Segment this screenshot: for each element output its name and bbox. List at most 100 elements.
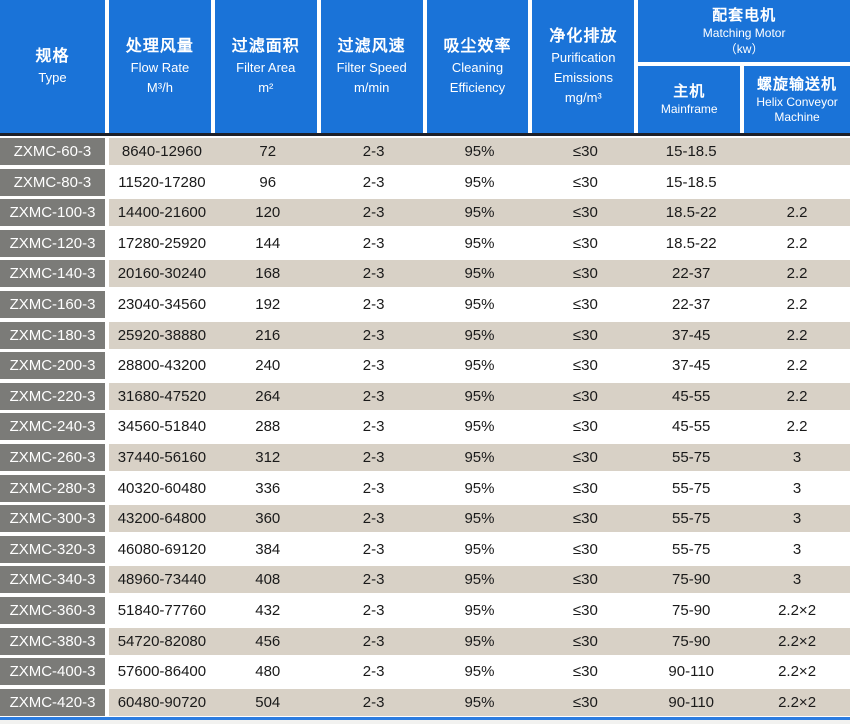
- table-row: ZXMC-120-3 17280-25920 144 2-3 95% ≤30 18.5-22…: [0, 229, 850, 257]
- row-type-cell: ZXMC-140-3: [0, 260, 105, 288]
- data-cell: 95%: [464, 632, 495, 650]
- data-cell: 456: [255, 632, 281, 650]
- header-mainframe-en: Mainframe: [660, 102, 718, 116]
- data-cell: 2.2×2: [778, 632, 817, 650]
- data-cell: [744, 138, 850, 165]
- header-purification-en2: Emissions: [553, 69, 613, 85]
- data-cell: 90-110: [668, 693, 714, 711]
- data-cell: 55-75: [672, 448, 711, 466]
- header-helix-en2: Machine: [774, 109, 820, 124]
- data-cell: 95%: [464, 204, 495, 222]
- data-cell: ≤30: [572, 510, 598, 528]
- data-cell: ≤30: [572, 632, 598, 650]
- header-purification-en1: Purification: [551, 49, 616, 65]
- data-cell: 3: [792, 540, 802, 558]
- data-cell: 11520-17280: [118, 173, 206, 191]
- data-cell: ≤30: [572, 265, 598, 283]
- data-cell: ≤30: [572, 693, 598, 711]
- data-cell: 2.2: [786, 234, 808, 252]
- data-cell: 2-3: [362, 510, 385, 528]
- data-cell: 55-75: [672, 510, 711, 528]
- header-purification-column: 净化排放 Purification Emissions mg/m³: [532, 0, 639, 133]
- row-type-cell: ZXMC-260-3: [0, 443, 105, 471]
- data-cell: 288: [255, 418, 281, 436]
- data-cell: 46080-69120: [117, 540, 207, 558]
- data-cell: 22-37: [672, 295, 711, 313]
- data-cell: 2-3: [362, 357, 385, 375]
- table-row: ZXMC-200-3 28800-43200 240 2-3 95% ≤30 37-45 2.…: [0, 352, 850, 380]
- table-row: ZXMC-60-3 8640-12960 72 2-3 95% ≤30 15-18.5: [0, 138, 850, 165]
- data-cell: 2.2×2: [778, 663, 817, 681]
- data-cell: 14400-21600: [117, 204, 207, 222]
- data-cell: 55-75: [672, 540, 711, 558]
- data-cell: 95%: [464, 143, 495, 160]
- data-cell: 2-3: [362, 265, 385, 283]
- data-cell: 2-3: [362, 479, 385, 497]
- row-type-cell: ZXMC-220-3: [0, 382, 105, 410]
- data-cell: ≤30: [572, 540, 598, 558]
- data-cell: 432: [255, 601, 281, 619]
- data-cell: 2.2: [786, 326, 808, 344]
- data-cell: ≤30: [572, 663, 598, 681]
- header-helix-column: 螺旋输送机 Helix Conveyor Machine: [744, 66, 850, 133]
- table-row: ZXMC-160-3 23040-34560 192 2-3 95% ≤30 22-37 2.…: [0, 290, 850, 318]
- table-header: 规格 Type 处理风量 Flow Rate M³/h 过滤面积 Filter …: [0, 0, 850, 133]
- data-cell: [744, 169, 850, 196]
- data-cell: 15-18.5: [665, 143, 717, 160]
- data-cell: 95%: [464, 571, 495, 589]
- data-cell: 45-55: [672, 418, 711, 436]
- header-filter-speed-zh: 过滤风速: [337, 37, 406, 55]
- row-data-strip: 8640-12960 72 2-3 95% ≤30 15-18.5: [109, 138, 850, 165]
- header-motor-group: 配套电机 Matching Motor （kw）: [638, 0, 850, 62]
- data-cell: 95%: [464, 418, 495, 436]
- row-data-strip: 20160-30240 168 2-3 95% ≤30 22-37 2.2: [109, 260, 850, 288]
- table-row: ZXMC-180-3 25920-38880 216 2-3 95% ≤30 37-45 2.…: [0, 321, 850, 349]
- table-row: ZXMC-360-3 51840-77760 432 2-3 95% ≤30 75-90 2.…: [0, 596, 850, 624]
- data-cell: 216: [255, 326, 281, 344]
- data-cell: 25920-38880: [117, 326, 207, 344]
- table-row: ZXMC-220-3 31680-47520 264 2-3 95% ≤30 45-55 2.…: [0, 382, 850, 410]
- header-filter-speed-en: Filter Speed: [336, 59, 407, 75]
- table-row: ZXMC-380-3 54720-82080 456 2-3 95% ≤30 75-90 2.…: [0, 627, 850, 655]
- data-cell: 480: [255, 663, 281, 681]
- table-row: ZXMC-100-3 14400-21600 120 2-3 95% ≤30 18.5-22…: [0, 199, 850, 227]
- data-cell: 43200-64800: [117, 510, 207, 528]
- data-cell: 8640-12960: [121, 143, 202, 160]
- header-type-column: 规格 Type: [0, 0, 105, 133]
- header-motor-unit: （kw）: [724, 41, 764, 56]
- data-cell: 2-3: [362, 204, 385, 222]
- row-type-cell: ZXMC-100-3: [0, 199, 105, 227]
- data-cell: 2-3: [362, 295, 385, 313]
- data-cell: 95%: [464, 326, 495, 344]
- data-cell: 2-3: [362, 448, 385, 466]
- row-type-cell: ZXMC-420-3: [0, 688, 105, 716]
- row-data-strip: 28800-43200 240 2-3 95% ≤30 37-45 2.2: [109, 352, 850, 380]
- header-purification-zh: 净化排放: [549, 27, 618, 45]
- header-type-zh: 规格: [35, 47, 70, 65]
- data-cell: 72: [259, 143, 277, 160]
- table-row: ZXMC-280-3 40320-60480 336 2-3 95% ≤30 55-75 3: [0, 474, 850, 502]
- row-type-cell: ZXMC-400-3: [0, 658, 105, 686]
- data-cell: 2-3: [362, 387, 385, 405]
- header-cleaning-column: 吸尘效率 Cleaning Efficiency: [426, 0, 533, 133]
- table-row: ZXMC-340-3 48960-73440 408 2-3 95% ≤30 75-90 3: [0, 566, 850, 594]
- data-cell: 28800-43200: [117, 357, 207, 375]
- row-data-strip: 34560-51840 288 2-3 95% ≤30 45-55 2.2: [109, 413, 850, 441]
- data-cell: 2-3: [362, 632, 385, 650]
- data-cell: 408: [255, 571, 281, 589]
- data-cell: 2-3: [362, 173, 385, 191]
- header-flow-rate-unit: M³/h: [146, 79, 173, 95]
- data-cell: 75-90: [672, 601, 711, 619]
- data-cell: 336: [255, 479, 281, 497]
- row-data-strip: 14400-21600 120 2-3 95% ≤30 18.5-22 2.2: [109, 199, 850, 227]
- data-cell: 54720-82080: [117, 632, 207, 650]
- data-cell: 95%: [464, 448, 495, 466]
- data-cell: 168: [255, 265, 281, 283]
- header-flow-rate-en: Flow Rate: [130, 59, 190, 75]
- data-cell: 3: [792, 510, 802, 528]
- data-cell: 95%: [464, 540, 495, 558]
- data-cell: 2.2: [786, 418, 808, 436]
- data-cell: ≤30: [572, 143, 598, 160]
- header-cleaning-en1: Cleaning: [451, 59, 504, 75]
